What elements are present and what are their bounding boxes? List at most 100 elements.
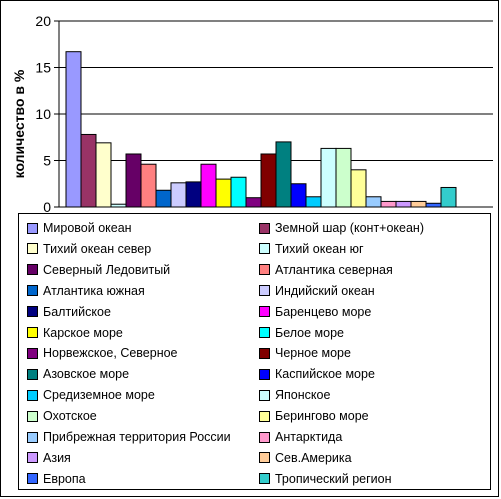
bar: [410, 200, 427, 208]
legend-swatch: [259, 285, 270, 297]
legend-item: Европа: [27, 469, 86, 489]
legend-item: Балтийское: [27, 302, 111, 322]
y-tick-label: 0: [43, 199, 51, 213]
legend-label: Атлантика южная: [43, 283, 145, 298]
legend-swatch: [27, 452, 38, 464]
legend-item: Атлантика северная: [259, 260, 393, 280]
legend-swatch: [259, 264, 270, 276]
legend-item: Средиземное море: [27, 385, 155, 405]
legend-label: Берингово море: [275, 409, 369, 424]
bar: [305, 196, 322, 208]
legend-label: Прибрежная территория России: [43, 430, 231, 444]
legend-item: Охотское: [27, 406, 97, 426]
legend-label: Норвежское, Северное: [43, 346, 178, 361]
legend-label: Тихий океан юг: [275, 241, 364, 256]
bar: [335, 147, 352, 208]
bar: [425, 202, 442, 208]
legend-item: Тихий океан север: [27, 239, 151, 259]
legend-label: Азия: [43, 450, 71, 465]
legend-item: Индийский океан: [259, 281, 375, 301]
legend-swatch: [259, 222, 270, 234]
legend-item: Каспийское море: [259, 364, 375, 384]
bar: [155, 189, 172, 208]
bar: [380, 200, 397, 208]
legend-swatch: [27, 306, 38, 318]
bar: [200, 163, 217, 208]
legend-swatch: [259, 368, 270, 380]
bars: [65, 51, 457, 208]
legend-swatch: [27, 222, 38, 234]
legend-swatch: [259, 306, 270, 318]
legend-item: Атлантика южная: [27, 281, 145, 301]
legend-item: Земной шар (конт+океан): [259, 218, 424, 238]
legend-item: Азовское море: [27, 364, 129, 384]
legend-item: Прибрежная территория России: [27, 427, 231, 447]
legend-swatch: [27, 389, 38, 401]
bar: [260, 153, 277, 208]
legend-swatch: [259, 243, 270, 255]
legend-item: Азия: [27, 448, 71, 468]
legend-label: Японское: [275, 388, 331, 403]
bar: [365, 196, 382, 208]
legend-label: Балтийское: [43, 304, 111, 319]
legend-swatch: [27, 410, 38, 422]
legend-label: Охотское: [43, 409, 97, 424]
legend-item: Северный Ледовитый: [27, 260, 170, 280]
legend-swatch: [27, 243, 38, 255]
legend-swatch: [27, 473, 38, 485]
y-tick-label: 10: [35, 106, 51, 122]
legend-item: Баренцево море: [259, 302, 371, 322]
legend-label: Азовское море: [43, 367, 130, 382]
bar-chart: 0 5 10 15 20 количество в %: [11, 13, 493, 213]
bar: [350, 169, 367, 208]
legend-item: Белое море: [259, 323, 344, 343]
y-tick-label: 20: [35, 13, 51, 29]
legend-swatch: [27, 431, 38, 443]
legend-item: Сев.Америка: [259, 448, 352, 468]
bar: [110, 203, 127, 208]
legend-label: Каспийское море: [275, 367, 375, 382]
legend-label: Карское море: [43, 325, 123, 340]
legend-item: Карское море: [27, 323, 123, 343]
legend-item: Берингово море: [259, 406, 369, 426]
legend-swatch: [259, 389, 270, 401]
bar: [395, 200, 412, 208]
legend-label: Сев.Америка: [275, 450, 352, 465]
y-tick-labels: 0 5 10 15 20: [35, 13, 51, 213]
bar: [125, 153, 142, 208]
legend-label: Земной шар (конт+океан): [275, 221, 424, 235]
bar: [440, 186, 457, 208]
legend-swatch: [259, 452, 270, 464]
bar: [140, 163, 157, 208]
legend-item: Японское: [259, 385, 330, 405]
y-tick-label: 5: [43, 153, 51, 169]
bar: [65, 51, 82, 208]
bar: [215, 178, 232, 208]
legend-item: Норвежское, Северное: [27, 343, 178, 363]
legend-swatch: [27, 264, 38, 276]
legend-label: Северный Ледовитый: [43, 262, 171, 277]
legend-label: Антарктида: [275, 430, 343, 444]
bar: [185, 181, 202, 208]
legend-swatch: [259, 473, 270, 485]
legend-label: Средиземное море: [43, 388, 155, 403]
legend-label: Баренцево море: [275, 304, 372, 319]
legend-item: Черное море: [259, 343, 351, 363]
legend-item: Антарктида: [259, 427, 342, 447]
legend-swatch: [259, 410, 270, 422]
legend-label: Европа: [43, 471, 86, 486]
bar: [320, 147, 337, 208]
legend-label: Тропический регион: [275, 471, 392, 486]
legend-swatch: [27, 368, 38, 380]
y-axis-label: количество в %: [11, 69, 27, 178]
legend-swatch: [27, 285, 38, 297]
legend-label: Белое море: [275, 325, 345, 340]
bar: [290, 183, 307, 208]
bar: [245, 197, 262, 208]
legend-item: Тропический регион: [259, 469, 392, 489]
bar: [95, 142, 112, 208]
y-tick-label: 15: [35, 60, 51, 76]
legend-label: Тихий океан север: [43, 241, 152, 256]
bar: [230, 176, 247, 208]
